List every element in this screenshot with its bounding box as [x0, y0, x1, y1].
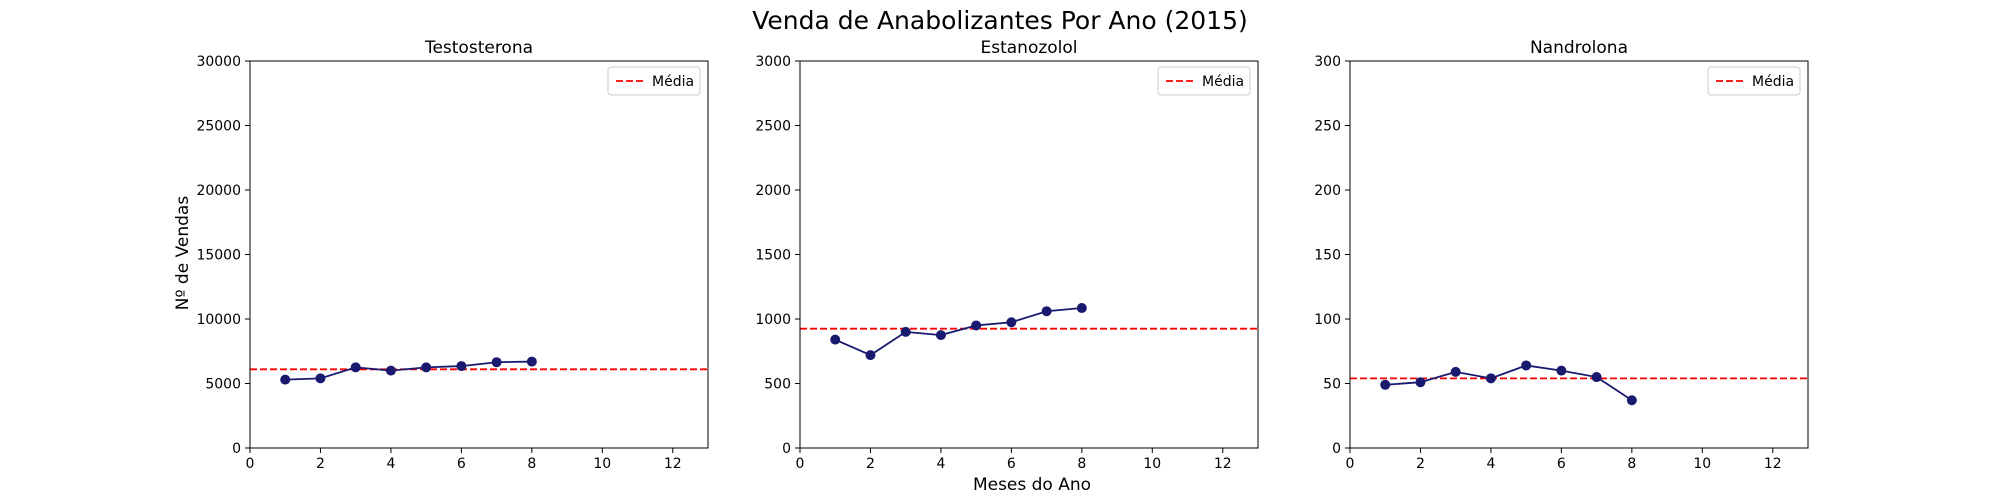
legend-label: Média — [1202, 74, 1244, 90]
data-point — [1556, 365, 1567, 376]
data-point — [971, 320, 982, 331]
y-tick-label: 0 — [1332, 441, 1341, 457]
data-point — [830, 334, 841, 345]
chart-panel-1: Testosterona 0 2 4 6 8 10 12 0 5000 10000 15000 2000… — [196, 38, 709, 472]
data-point — [1450, 366, 1461, 377]
data-point — [1076, 303, 1087, 314]
y-tick-label: 300 — [1314, 54, 1341, 70]
axes-frame — [799, 60, 1259, 449]
x-tick-label: 2 — [866, 456, 875, 472]
y-tick-label: 2500 — [755, 119, 791, 135]
legend: Média — [607, 66, 701, 96]
x-tick-label: 2 — [1416, 456, 1425, 472]
x-tick-label: 4 — [936, 456, 945, 472]
legend-label: Média — [1752, 74, 1794, 90]
data-point — [421, 362, 432, 373]
y-tick-label: 0 — [782, 441, 791, 457]
x-axis-label: Meses do Ano — [973, 475, 1091, 495]
legend-box — [607, 66, 701, 96]
x-tick-label: 2 — [316, 456, 325, 472]
axes-frame — [249, 60, 709, 449]
x-tick-label: 10 — [593, 456, 611, 472]
x-tick-label: 10 — [1693, 456, 1711, 472]
x-tick-label: 6 — [457, 456, 466, 472]
data-point — [935, 330, 946, 341]
x-tick-label: 12 — [664, 456, 682, 472]
panel-title: Testosterona — [424, 38, 533, 58]
series-line — [285, 360, 532, 381]
x-tick-label: 8 — [1627, 456, 1636, 472]
legend: Média — [1157, 66, 1251, 96]
data-point — [1591, 372, 1602, 383]
data-point — [1006, 317, 1017, 328]
data-point — [1041, 306, 1052, 317]
data-point — [1485, 373, 1496, 384]
y-tick-label: 100 — [1314, 312, 1341, 328]
series-line — [1385, 364, 1633, 402]
legend-box — [1157, 66, 1251, 96]
y-tick-label: 1000 — [755, 312, 791, 328]
data-point — [491, 357, 502, 368]
panel-title: Estanozolol — [980, 38, 1077, 58]
chart-panel-3: Nandrolona 0 2 4 6 8 10 12 0 50 100 150 200 250 300 Méd… — [1314, 38, 1809, 472]
y-axis-label: Nº de Vendas — [173, 196, 193, 311]
legend-box — [1707, 66, 1801, 96]
panel-title: Nandrolona — [1530, 38, 1628, 58]
y-tick-label: 50 — [1323, 377, 1341, 393]
data-point — [1415, 377, 1426, 388]
x-tick-label: 6 — [1557, 456, 1566, 472]
data-point — [1521, 360, 1532, 371]
x-tick-label: 12 — [1764, 456, 1782, 472]
x-tick-label: 6 — [1007, 456, 1016, 472]
data-point — [526, 356, 537, 367]
x-tick-label: 4 — [386, 456, 395, 472]
y-tick-label: 3000 — [755, 54, 791, 70]
y-tick-label: 30000 — [196, 54, 241, 70]
x-tick-label: 8 — [1077, 456, 1086, 472]
data-point — [865, 350, 876, 361]
y-tick-label: 5000 — [205, 377, 241, 393]
data-point — [350, 362, 361, 373]
y-tick-label: 15000 — [196, 248, 241, 264]
y-tick-label: 250 — [1314, 119, 1341, 135]
chart-panel-2: Estanozolol 0 2 4 6 8 10 12 0 500 1000 1500 2000 2500… — [755, 38, 1259, 472]
x-tick-label: 12 — [1214, 456, 1232, 472]
y-tick-label: 150 — [1314, 248, 1341, 264]
x-tick-label: 8 — [527, 456, 536, 472]
y-tick-label: 500 — [764, 377, 791, 393]
series-line — [834, 307, 1082, 357]
y-tick-label: 25000 — [196, 119, 241, 135]
x-tick-label: 0 — [1346, 456, 1355, 472]
data-point — [385, 365, 396, 376]
y-tick-label: 200 — [1314, 183, 1341, 199]
axes-frame — [1349, 60, 1809, 449]
figure-title: Venda de Anabolizantes Por Ano (2015) — [752, 6, 1248, 35]
legend: Média — [1707, 66, 1801, 96]
data-point — [1626, 395, 1637, 406]
y-tick-label: 10000 — [196, 312, 241, 328]
x-tick-label: 10 — [1143, 456, 1161, 472]
x-tick-label: 0 — [796, 456, 805, 472]
y-tick-label: 2000 — [755, 183, 791, 199]
y-tick-label: 1500 — [755, 248, 791, 264]
data-point — [315, 373, 326, 384]
data-point — [900, 326, 911, 337]
data-point — [1380, 379, 1391, 390]
legend-label: Média — [652, 74, 694, 90]
x-tick-label: 0 — [246, 456, 255, 472]
x-tick-label: 4 — [1486, 456, 1495, 472]
data-point — [456, 361, 467, 372]
data-point — [280, 374, 291, 385]
y-tick-label: 20000 — [196, 183, 241, 199]
y-tick-label: 0 — [232, 441, 241, 457]
